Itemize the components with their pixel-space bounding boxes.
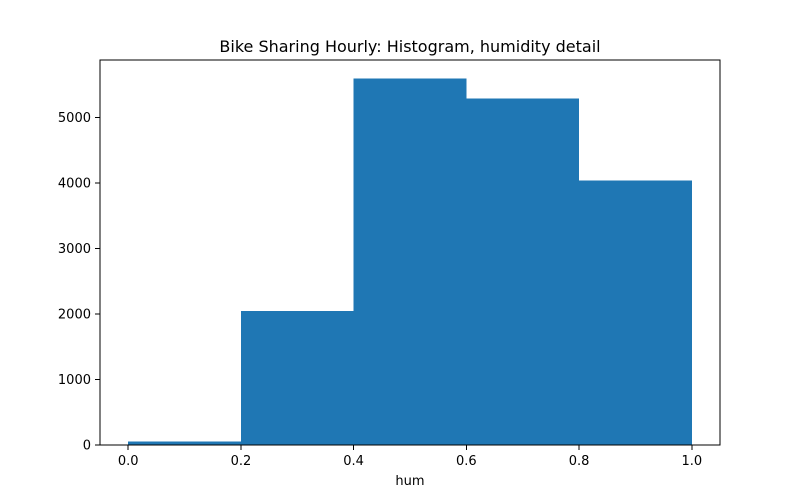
y-tick-label: 1000 (58, 373, 91, 388)
histogram-bar-1 (240, 310, 354, 445)
x-tick-label: 0.8 (569, 454, 590, 469)
y-tick-label: 4000 (58, 177, 91, 192)
x-axis-label: hum (395, 474, 424, 489)
histogram-bar-0 (128, 441, 241, 445)
x-tick-label: 0.0 (118, 454, 139, 469)
bars-group (128, 78, 692, 445)
y-tick-label: 3000 (58, 242, 91, 257)
y-tick-label: 5000 (58, 111, 91, 126)
y-tick-label: 0 (83, 439, 91, 454)
x-tick-label: 1.0 (681, 454, 702, 469)
histogram-bar-2 (353, 78, 467, 445)
x-tick-label: 0.4 (343, 454, 364, 469)
histogram-bar-3 (466, 98, 580, 445)
plot-frame (99, 59, 721, 446)
x-tick-label: 0.2 (231, 454, 252, 469)
y-axis-ticks: 0 1000 2000 3000 4000 5000 (58, 111, 100, 454)
x-tick-label: 0.6 (456, 454, 477, 469)
chart-title: Bike Sharing Hourly: Histogram, humidity… (219, 37, 600, 56)
x-axis-ticks: 0.0 0.2 0.4 0.6 0.8 1.0 (118, 445, 702, 469)
histogram-bar-4 (579, 180, 692, 445)
y-tick-label: 2000 (58, 308, 91, 323)
